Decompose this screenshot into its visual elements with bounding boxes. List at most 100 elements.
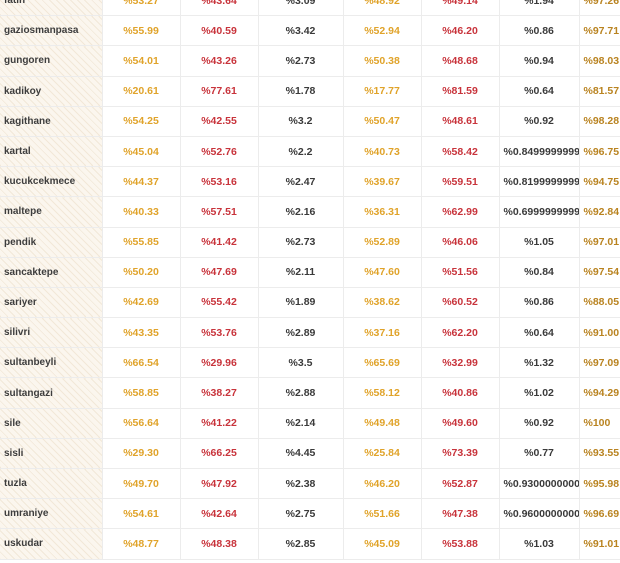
cell-value-7: %95.98 (579, 468, 620, 500)
district-name: sultanbeyli (0, 347, 103, 379)
cell-value-3: %2.88 (258, 377, 344, 409)
district-name: kucukcekmece (0, 166, 103, 198)
cell-value-5: %47.38 (421, 498, 500, 530)
district-name: sisli (0, 438, 103, 470)
cell-value-2: %40.59 (180, 15, 259, 47)
cell-value-2: %53.76 (180, 317, 259, 349)
cell-value-5: %46.20 (421, 15, 500, 47)
cell-value-3: %2.38 (258, 468, 344, 500)
cell-value-1: %44.37 (102, 166, 181, 198)
cell-value-6: %0.9300000000000 (499, 468, 580, 500)
cell-value-3: %2.75 (258, 498, 344, 530)
cell-value-2: %57.51 (180, 196, 259, 228)
district-name: kadikoy (0, 76, 103, 107)
cell-value-6: %0.64 (499, 76, 580, 107)
cell-value-5: %48.68 (421, 45, 500, 77)
cell-value-2: %43.64 (180, 0, 259, 17)
cell-value-6: %0.9600000000000 (499, 498, 580, 530)
cell-value-4: %39.67 (343, 166, 422, 198)
cell-value-2: %43.26 (180, 45, 259, 77)
cell-value-2: %52.76 (180, 136, 259, 168)
cell-value-2: %53.16 (180, 166, 259, 198)
cell-value-6: %1.94 (499, 0, 580, 17)
cell-value-6: %0.92 (499, 408, 580, 439)
district-name: sultangazi (0, 377, 103, 409)
table-row: kagithane %54.25 %42.55 %3.2 %50.47 %48.… (0, 106, 620, 137)
cell-value-5: %46.06 (421, 227, 500, 258)
cell-value-7: %98.28 (579, 106, 620, 137)
cell-value-4: %50.47 (343, 106, 422, 137)
cell-value-1: %58.85 (102, 377, 181, 409)
cell-value-6: %0.77 (499, 438, 580, 470)
cell-value-4: %40.73 (343, 136, 422, 168)
cell-value-3: %2.16 (258, 196, 344, 228)
district-name: kartal (0, 136, 103, 168)
cell-value-2: %77.61 (180, 76, 259, 107)
cell-value-3: %3.42 (258, 15, 344, 47)
cell-value-4: %52.89 (343, 227, 422, 258)
cell-value-2: %47.69 (180, 257, 259, 288)
cell-value-5: %81.59 (421, 76, 500, 107)
district-name: sile (0, 408, 103, 439)
table-row: sariyer %42.69 %55.42 %1.89 %38.62 %60.5… (0, 287, 620, 319)
cell-value-4: %48.92 (343, 0, 422, 17)
cell-value-7: %96.75 (579, 136, 620, 168)
cell-value-3: %2.89 (258, 317, 344, 349)
cell-value-4: %46.20 (343, 468, 422, 500)
cell-value-5: %62.99 (421, 196, 500, 228)
cell-value-7: %98.03 (579, 45, 620, 77)
district-name: gungoren (0, 45, 103, 77)
cell-value-3: %2.73 (258, 45, 344, 77)
cell-value-7: %100 (579, 408, 620, 439)
cell-value-6: %0.94 (499, 45, 580, 77)
cell-value-7: %91.00 (579, 317, 620, 349)
district-name: maltepe (0, 196, 103, 228)
cell-value-6: %1.05 (499, 227, 580, 258)
cell-value-7: %97.54 (579, 257, 620, 288)
district-name: pendik (0, 227, 103, 258)
cell-value-7: %96.69 (579, 498, 620, 530)
cell-value-3: %2.47 (258, 166, 344, 198)
cell-value-1: %55.99 (102, 15, 181, 47)
table-row: fatih %53.27 %43.64 %3.09 %48.92 %49.14 … (0, 0, 620, 17)
table-row: pendik %55.85 %41.42 %2.73 %52.89 %46.06… (0, 227, 620, 258)
district-name: silivri (0, 317, 103, 349)
cell-value-6: %1.03 (499, 528, 580, 560)
cell-value-6: %0.8199999999999 (499, 166, 580, 198)
cell-value-6: %1.02 (499, 377, 580, 409)
cell-value-4: %47.60 (343, 257, 422, 288)
cell-value-3: %2.14 (258, 408, 344, 439)
cell-value-5: %60.52 (421, 287, 500, 319)
cell-value-5: %73.39 (421, 438, 500, 470)
cell-value-5: %48.61 (421, 106, 500, 137)
cell-value-5: %40.86 (421, 377, 500, 409)
table-row: kucukcekmece %44.37 %53.16 %2.47 %39.67 … (0, 166, 620, 198)
cell-value-3: %2.11 (258, 257, 344, 288)
table-row: sultangazi %58.85 %38.27 %2.88 %58.12 %4… (0, 377, 620, 409)
cell-value-4: %36.31 (343, 196, 422, 228)
table-row: sultanbeyli %66.54 %29.96 %3.5 %65.69 %3… (0, 347, 620, 379)
cell-value-2: %41.22 (180, 408, 259, 439)
table-row: kadikoy %20.61 %77.61 %1.78 %17.77 %81.5… (0, 76, 620, 107)
cell-value-3: %3.2 (258, 106, 344, 137)
cell-value-1: %66.54 (102, 347, 181, 379)
cell-value-1: %49.70 (102, 468, 181, 500)
cell-value-2: %66.25 (180, 438, 259, 470)
cell-value-1: %50.20 (102, 257, 181, 288)
district-name: gaziosmanpasa (0, 15, 103, 47)
district-name: sariyer (0, 287, 103, 319)
cell-value-2: %42.55 (180, 106, 259, 137)
table-row: sile %56.64 %41.22 %2.14 %49.48 %49.60 %… (0, 408, 620, 439)
cell-value-1: %53.27 (102, 0, 181, 17)
table-row: umraniye %54.61 %42.64 %2.75 %51.66 %47.… (0, 498, 620, 530)
cell-value-7: %93.55 (579, 438, 620, 470)
cell-value-1: %54.61 (102, 498, 181, 530)
cell-value-5: %52.87 (421, 468, 500, 500)
cell-value-4: %25.84 (343, 438, 422, 470)
cell-value-1: %40.33 (102, 196, 181, 228)
cell-value-6: %0.86 (499, 287, 580, 319)
cell-value-3: %3.09 (258, 0, 344, 17)
table-row: gungoren %54.01 %43.26 %2.73 %50.38 %48.… (0, 45, 620, 77)
cell-value-2: %41.42 (180, 227, 259, 258)
